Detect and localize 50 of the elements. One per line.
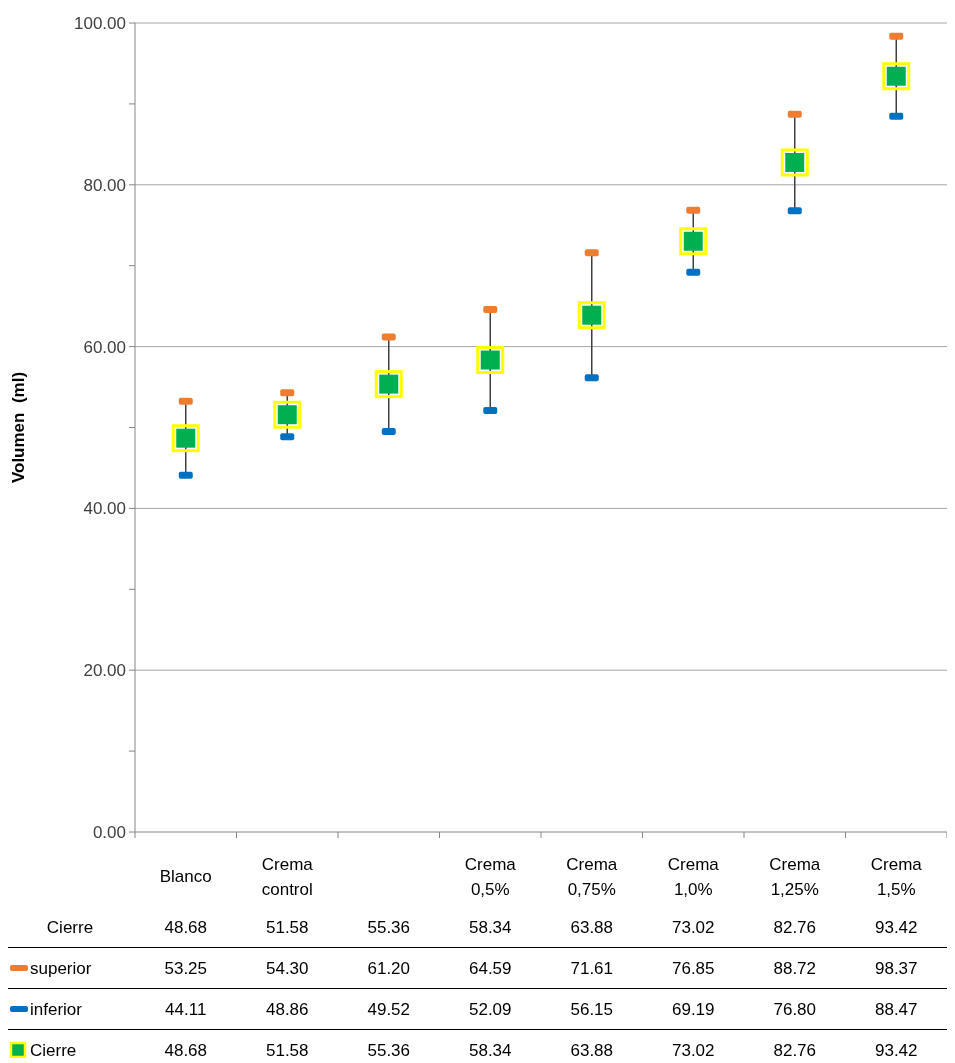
x-tick-label: Blanco	[159, 867, 212, 886]
text: 63.88	[570, 917, 614, 937]
data-label: 93.42	[874, 1040, 918, 1060]
text: Cierre	[46, 917, 94, 937]
data-label: 76.85	[671, 958, 715, 978]
data-label: 52.09	[468, 999, 512, 1019]
text: 58.34	[468, 917, 512, 937]
legend-label: inferior	[30, 999, 83, 1019]
data-label: 63.88	[570, 1040, 614, 1060]
text: 73.02	[671, 917, 715, 937]
data-label: 56.15	[570, 999, 614, 1019]
x-tick-label: Crema 1,5%	[870, 855, 923, 899]
data-label: 58.34	[468, 1040, 512, 1060]
data-label: 98.37	[874, 958, 918, 978]
data-label: 44.11	[165, 999, 207, 1019]
data-label: 61.20	[367, 958, 411, 978]
x-tick-label: Crema 1,0%	[667, 855, 720, 899]
data-label: 71.61	[570, 958, 614, 978]
data-label: 51.58	[265, 1040, 309, 1060]
y-tick-label: 0.00	[92, 822, 126, 842]
y-tick-label: 80.00	[83, 175, 126, 195]
data-label: 88.47	[874, 999, 918, 1019]
y-tick-label: 40.00	[83, 499, 126, 519]
data-label: 82.76	[773, 1040, 817, 1060]
y-tick-label: 100.00	[74, 13, 126, 33]
data-label: 53.25	[164, 958, 208, 978]
text: 93.42	[874, 917, 918, 937]
data-label: 69.19	[671, 999, 715, 1019]
legend-label: superior	[30, 958, 92, 978]
text: 82.76	[773, 917, 817, 937]
text: 48.68	[164, 917, 208, 937]
y-tick-label: 20.00	[83, 661, 126, 681]
y-tick-label: 60.00	[83, 337, 126, 357]
text: 51.58	[265, 917, 309, 937]
data-label: 88.72	[773, 958, 817, 978]
y-axis-title: Volumen (ml)	[9, 371, 28, 484]
data-label: 54.30	[265, 958, 309, 978]
data-label: 49.52	[367, 999, 411, 1019]
data-label: 55.36	[367, 1040, 411, 1060]
data-label: 73.02	[671, 1040, 715, 1060]
legend-label: Cierre	[30, 1040, 77, 1060]
x-tick-label: Crema control	[261, 855, 314, 899]
x-tick-label: Crema 0,5%	[464, 855, 517, 899]
data-label: 48.68	[164, 1040, 208, 1060]
x-tick-label: Crema 0,75%	[566, 855, 618, 899]
data-label: 76.80	[773, 999, 817, 1019]
data-label: 48.86	[265, 999, 309, 1019]
text: 55.36	[367, 917, 411, 937]
x-tick-label: Crema 1,25%	[769, 855, 821, 899]
data-label: 64.59	[468, 958, 512, 978]
